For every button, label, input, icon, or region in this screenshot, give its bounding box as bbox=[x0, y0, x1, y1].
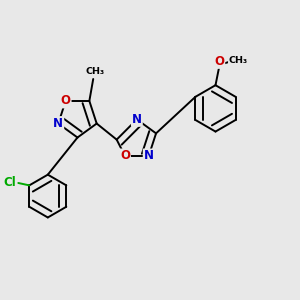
Text: CH₃: CH₃ bbox=[229, 56, 248, 65]
Text: N: N bbox=[53, 117, 63, 130]
Text: Cl: Cl bbox=[3, 176, 16, 189]
Text: O: O bbox=[214, 55, 224, 68]
Text: CH₃: CH₃ bbox=[85, 67, 104, 76]
Text: N: N bbox=[144, 149, 154, 162]
Text: O: O bbox=[61, 94, 70, 107]
Text: O: O bbox=[120, 149, 130, 162]
Text: N: N bbox=[132, 113, 142, 126]
